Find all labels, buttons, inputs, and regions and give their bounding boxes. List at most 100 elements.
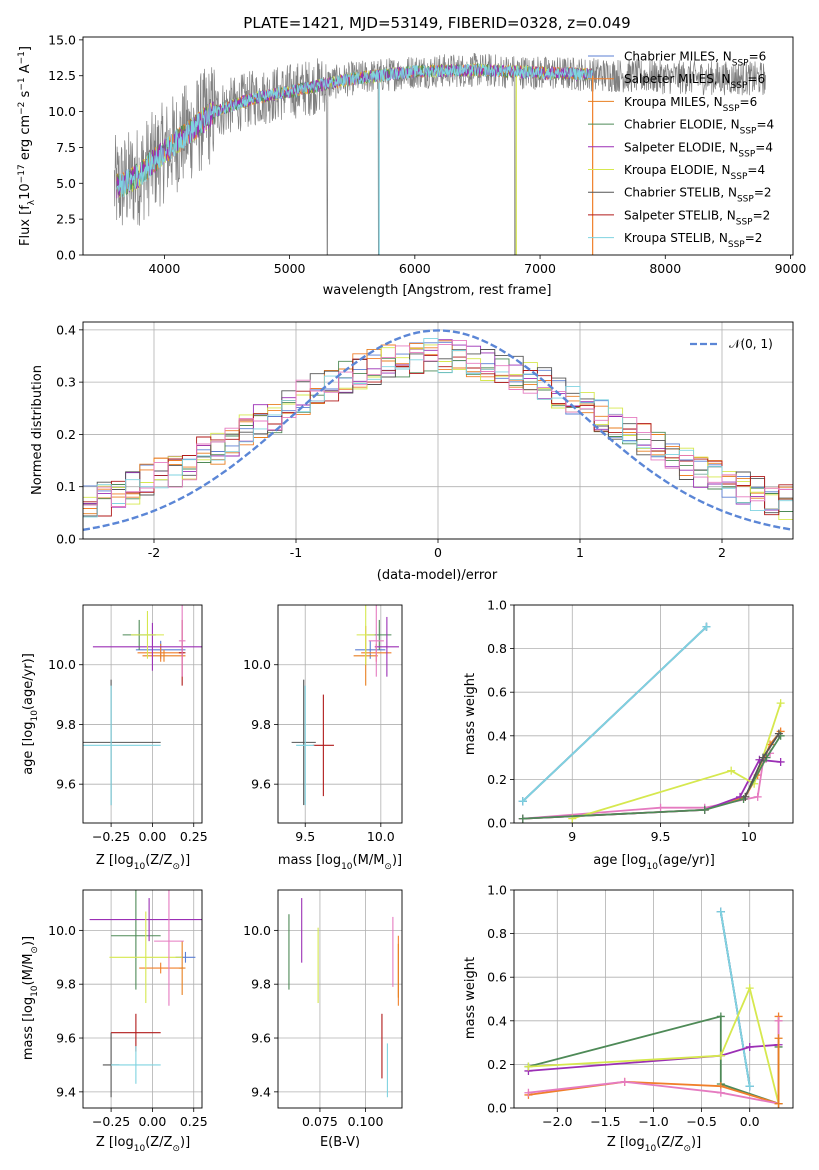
label-part: Flux [f xyxy=(18,205,33,246)
x-tick-label: 10.0 xyxy=(367,829,395,844)
series-marker-chabrier_elodie xyxy=(700,805,709,814)
label-part: (M/M xyxy=(353,853,385,868)
spectrum-plot-area: 4000 5000 6000 7000 8000 9000 0.0 2.5 5.0 7.5 10.0… xyxy=(48,32,806,276)
x-tick-label: 0 xyxy=(434,545,442,560)
x-tick-label: 9000 xyxy=(775,261,807,276)
x-tick-label: −1.5 xyxy=(590,1114,620,1129)
y-tick-label: 0.6 xyxy=(487,970,507,985)
label-part: SSP xyxy=(731,81,748,91)
mass-vs-metallicity-ylabel: mass [log10(M/M⊙)] xyxy=(21,936,40,1060)
series-line-salpeter_elodie xyxy=(522,758,781,820)
x-tick-label: 8000 xyxy=(649,261,681,276)
label-part: age [log xyxy=(593,853,646,868)
mass-weight-vs-metallicity-plot-area: −2.0 −1.5 −1.0 −0.5 0.0 0.0 0.2 0.4 0.6 0.8 1.0 xyxy=(487,883,794,1129)
x-tick-label: 0.075 xyxy=(302,1114,338,1129)
label-part: 10 xyxy=(30,985,40,997)
residuals-legend: 𝒩(0, 1) xyxy=(690,337,773,351)
y-tick-label: 0.2 xyxy=(487,772,507,787)
label-part: =6 xyxy=(740,95,758,109)
x-tick-label: -2 xyxy=(148,545,160,560)
age-vs-metallicity-ylabel: age [log10(age/yr)] xyxy=(21,653,40,775)
age-vs-metallicity-xlabel: Z [log10(Z/Z⊙)] xyxy=(96,853,190,872)
label-part: )] xyxy=(180,853,190,868)
series-marker-chabrier_stelib xyxy=(758,753,767,762)
label-part: SSP xyxy=(736,217,753,227)
label-part: Chabrier MILES, N xyxy=(624,50,732,64)
label-part: mass [log xyxy=(278,853,341,868)
x-tick-label: 2 xyxy=(718,545,726,560)
label-part: ] xyxy=(18,46,33,51)
series-marker-kroupa_elodie xyxy=(727,766,736,775)
data-layer xyxy=(524,907,783,1108)
series-marker-kroupa_elodie xyxy=(776,699,785,708)
label-part: SSP xyxy=(723,104,740,114)
label-part: 10 xyxy=(645,1144,657,1154)
axes-frame xyxy=(82,889,203,1109)
residuals-ylabel: Normed distribution xyxy=(30,365,45,495)
mass-weight-vs-metallicity-ylabel: mass weight xyxy=(463,957,478,1039)
series-marker-kroupa_elodie xyxy=(524,1062,533,1071)
mass-weight-vs-age-panel: 9 9.5 100.00.20.40.60.81.0 age [log10(age/… xyxy=(463,598,794,872)
legend-label-kroupa_miles: Kroupa MILES, NSSP=6 xyxy=(624,95,757,114)
series-marker-kroupa_stelib xyxy=(518,797,527,806)
y-tick-label: 9.6 xyxy=(251,777,271,792)
mass-vs-metallicity-panel: −0.25 0.00 0.259.49.69.810.0 Z [log10(Z/Z⊙… xyxy=(21,889,208,1154)
x-tick-label: 0.100 xyxy=(348,1114,384,1129)
x-tick-label: 0.00 xyxy=(138,829,166,844)
y-tick-label: 0.6 xyxy=(487,685,507,700)
label-part: age [log xyxy=(21,722,36,775)
series-line-salpeter_miles xyxy=(522,730,782,820)
axes-frame xyxy=(513,604,794,824)
series-marker-chabrier_elodie xyxy=(716,1012,725,1021)
label-part: )] xyxy=(392,853,402,868)
series-marker-chabrier_stelib xyxy=(774,729,783,738)
x-tick-label: 9 xyxy=(568,829,576,844)
label-part: mass [log xyxy=(21,997,36,1060)
label-part: )] xyxy=(21,936,36,946)
series-line-kroupa_stelib xyxy=(522,626,708,802)
label-part: Z [log xyxy=(96,853,134,868)
series-marker-pink xyxy=(524,1088,533,1097)
histogram-pink xyxy=(83,339,793,507)
label-part: Kroupa ELODIE, N xyxy=(624,163,731,177)
label-part: =4 xyxy=(756,118,774,132)
label-part: SSP xyxy=(731,172,748,182)
label-part: −1 xyxy=(17,77,27,90)
y-tick-label: 0.8 xyxy=(487,926,507,941)
label-part: 10 xyxy=(134,1144,146,1154)
label-part: Kroupa MILES, N xyxy=(624,95,723,109)
mass-vs-metallicity-plot-area: −0.25 0.00 0.25 9.4 9.6 9.8 10.0 xyxy=(48,889,208,1129)
label-part: (age/yr)] xyxy=(658,853,715,868)
label-part: −1 xyxy=(17,51,27,64)
series-marker-pink xyxy=(716,1088,725,1097)
data-layer xyxy=(89,890,202,1098)
x-tick-label: −0.5 xyxy=(686,1114,716,1129)
spectrum-xlabel: wavelength [Angstrom, rest frame] xyxy=(323,283,552,298)
label-part: =2 xyxy=(754,186,772,200)
y-tick-label: 7.5 xyxy=(56,140,76,155)
label-part: SSP xyxy=(728,240,745,250)
mass-weight-vs-metallicity-panel: −2.0 −1.5 −1.0 −0.5 0.0 0.0 0.2 0.4 0.6 0.8 1.0 Z … xyxy=(463,883,794,1154)
data-layer xyxy=(113,52,766,255)
y-tick-label: 9.8 xyxy=(251,717,271,732)
series-marker-kroupa_miles xyxy=(774,1099,783,1108)
label-part: (age/yr)] xyxy=(21,653,36,710)
axes-frame xyxy=(82,604,203,824)
label-part: =4 xyxy=(755,140,773,154)
label-part: Salpeter STELIB, N xyxy=(624,208,736,222)
y-tick-label: 0.3 xyxy=(56,375,76,390)
x-tick-label: 1 xyxy=(576,545,584,560)
y-tick-label: 9.6 xyxy=(251,1031,271,1046)
axes-frame xyxy=(277,604,403,824)
label-part: 10 xyxy=(18,183,33,200)
x-tick-label: 4000 xyxy=(148,261,180,276)
series-marker-pink xyxy=(620,1077,629,1086)
label-part: Salpeter ELODIE, N xyxy=(624,140,738,154)
label-part: ⊙ xyxy=(172,862,180,872)
y-tick-label: 1.0 xyxy=(487,883,507,898)
label-part: Chabrier STELIB, N xyxy=(624,186,737,200)
y-tick-label: 0.0 xyxy=(487,816,507,831)
x-tick-label: 9.5 xyxy=(651,829,671,844)
y-tick-label: 9.6 xyxy=(56,777,76,792)
axes-frame xyxy=(82,36,794,256)
